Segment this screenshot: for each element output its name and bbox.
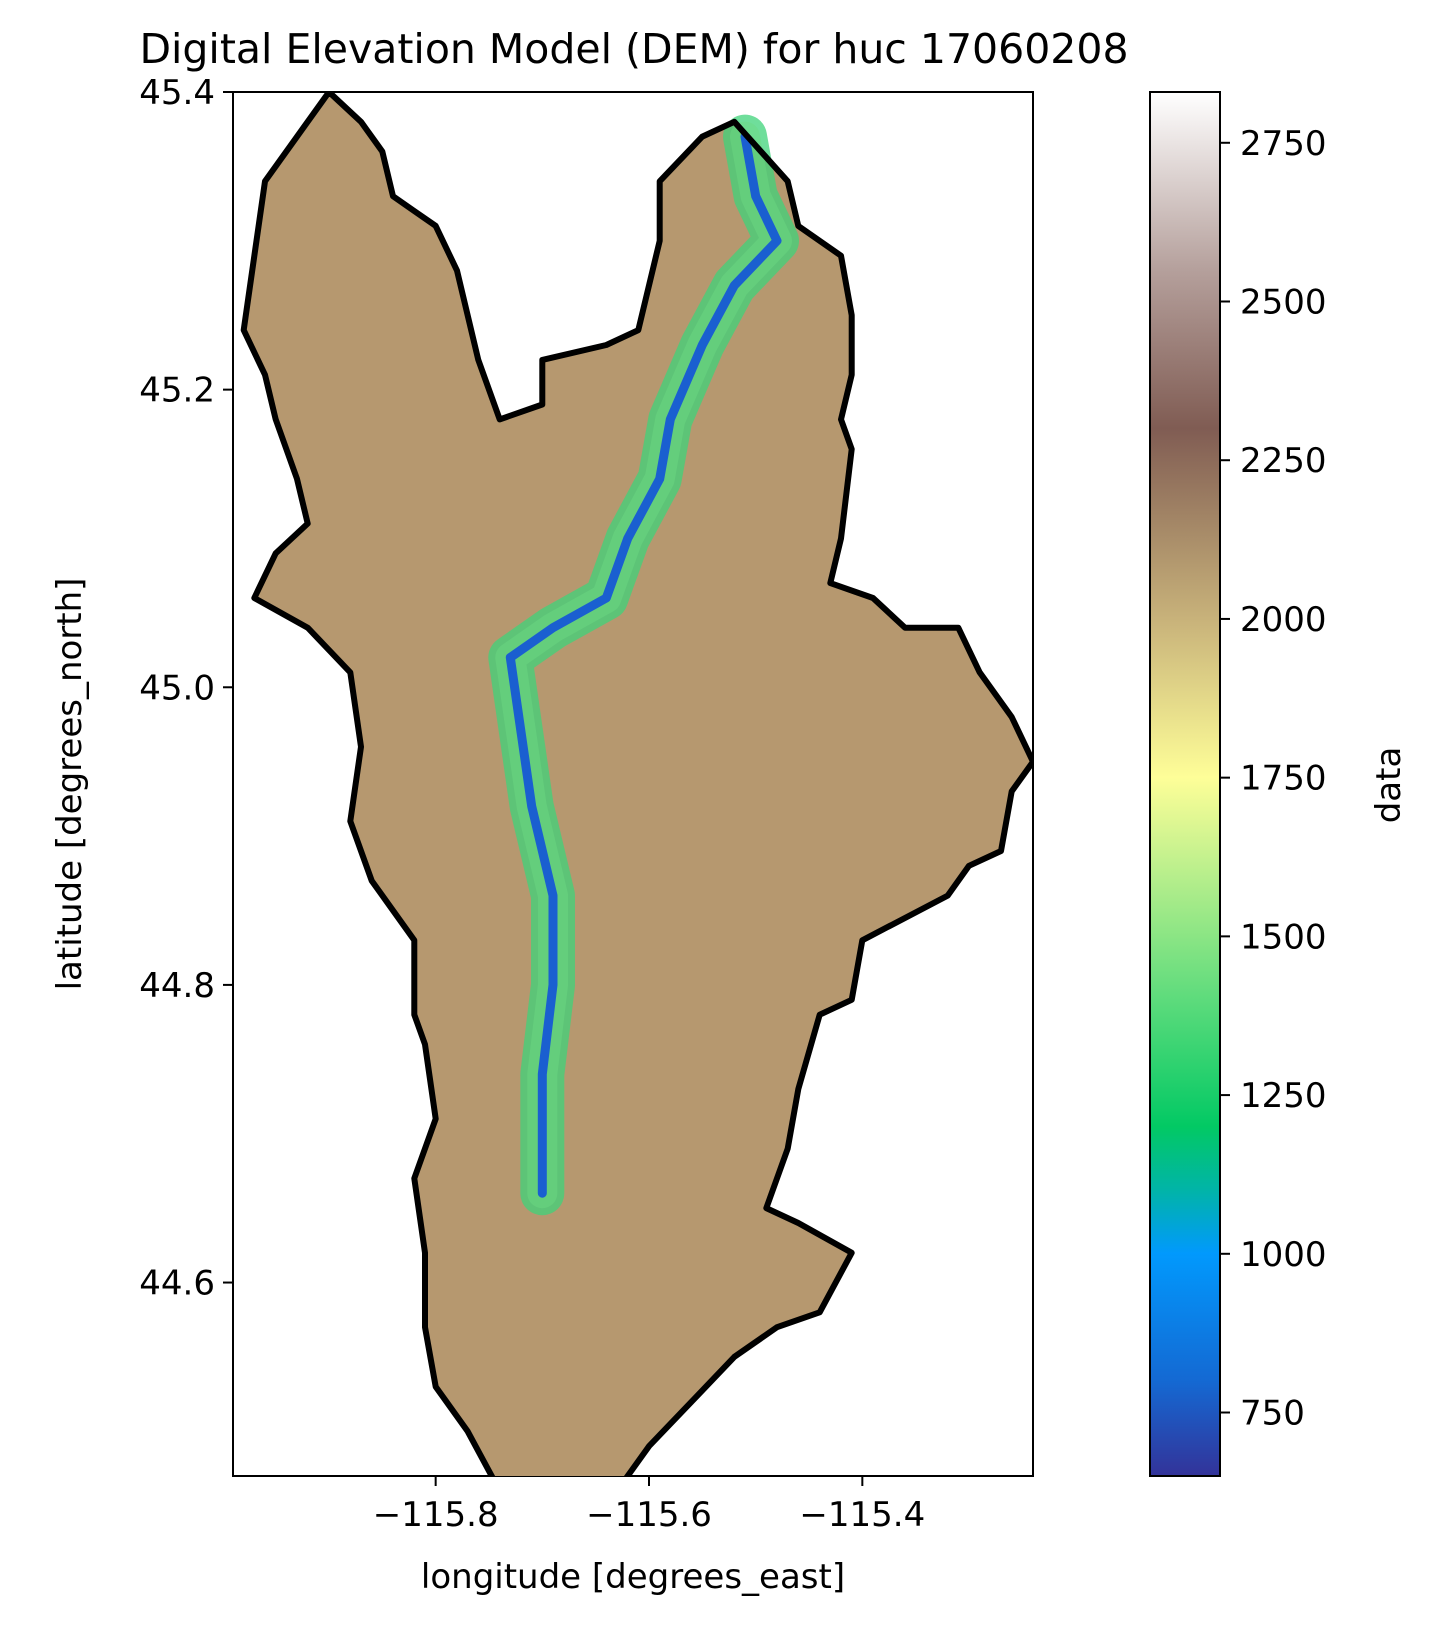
x-axis-label: longitude [degrees_east] [421,1557,845,1597]
colorbar-label: data [1369,747,1409,824]
colorbar-tick-label: 750 [1240,1394,1305,1434]
colorbar-tick-label: 2500 [1240,283,1327,323]
y-axis-label: latitude [degrees_north] [50,578,90,991]
x-tick-label: −115.8 [373,1495,499,1535]
y-tick-label: 45.2 [139,371,215,411]
colorbar-tick-label: 2000 [1240,600,1327,640]
colorbar-tick-label: 1250 [1240,1076,1327,1116]
colorbar-tick-label: 1000 [1240,1235,1327,1275]
colorbar-tick-label: 1750 [1240,759,1327,799]
y-tick-label: 44.6 [139,1264,215,1304]
chart-title: Digital Elevation Model (DEM) for huc 17… [139,25,1128,73]
y-axis: 45.4 45.2 45.0 44.8 44.6 [139,73,233,1304]
x-axis: −115.8 −115.6 −115.4 [373,1476,925,1535]
y-tick-label: 44.8 [139,966,215,1006]
plot-area [232,91,1034,1477]
colorbar-tick-label: 2250 [1240,441,1327,481]
main-river-channel [505,132,782,1198]
y-tick-label: 45.4 [139,73,215,113]
subwatershed-boundaries [240,92,1033,1476]
colorbar-bar [1149,91,1221,1477]
x-tick-label: −115.6 [586,1495,712,1535]
colorbar-tick-label: 2750 [1240,124,1327,164]
colorbar: 750 1000 1250 1500 1750 2000 2250 2500 2750 data [1149,91,1409,1477]
colorbar-tick-label: 1500 [1240,917,1327,957]
x-tick-label: −115.4 [799,1495,925,1535]
colorbar-ticks: 750 1000 1250 1500 1750 2000 2250 2500 2750 [1220,124,1327,1434]
y-tick-label: 45.0 [139,668,215,708]
elevation-raster [243,92,1033,1476]
